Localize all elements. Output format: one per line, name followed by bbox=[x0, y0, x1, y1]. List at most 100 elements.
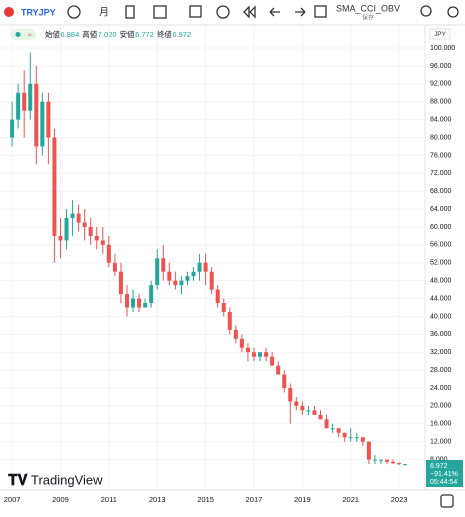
candle-body bbox=[385, 459, 390, 462]
candle-body bbox=[70, 213, 75, 219]
y-tick-label: 100.000 bbox=[430, 45, 455, 52]
candle-body bbox=[106, 244, 111, 263]
x-tick-label: 2013 bbox=[149, 495, 166, 504]
x-tick-label: 2009 bbox=[52, 495, 69, 504]
indicator-name[interactable]: SMA_CCI_OBV bbox=[336, 3, 400, 13]
candle-body bbox=[391, 461, 396, 464]
candle-body bbox=[137, 298, 142, 308]
y-tick-label: 48.000 bbox=[430, 277, 452, 284]
candle-body bbox=[167, 271, 172, 281]
add-button[interactable] bbox=[67, 5, 81, 19]
svg-text:≈: ≈ bbox=[28, 32, 32, 39]
candle-body bbox=[318, 414, 323, 420]
candle-body bbox=[397, 463, 402, 465]
candle-body bbox=[372, 459, 377, 461]
y-tick-label: 80.000 bbox=[430, 134, 452, 141]
alert-button[interactable] bbox=[216, 5, 230, 19]
ohlc-value: 6.884 bbox=[61, 30, 80, 39]
y-tick-label: 76.000 bbox=[430, 152, 452, 159]
y-tick-label: 52.000 bbox=[430, 260, 452, 267]
candle-body bbox=[118, 271, 123, 295]
candle-body bbox=[46, 101, 51, 138]
candle-body bbox=[306, 410, 311, 412]
candle-body bbox=[330, 428, 335, 430]
x-tick-label: 2017 bbox=[246, 495, 263, 504]
ohlc-value: 6.772 bbox=[135, 30, 154, 39]
candle-body bbox=[360, 437, 365, 442]
candle-body bbox=[82, 222, 87, 227]
candle-body bbox=[161, 258, 166, 272]
y-tick-label: 96.000 bbox=[430, 63, 452, 70]
candle-body bbox=[88, 226, 93, 236]
candle-body bbox=[64, 218, 69, 241]
candle-body bbox=[179, 280, 184, 286]
y-tick-label: 32.000 bbox=[430, 349, 452, 356]
y-tick-label: 12.000 bbox=[430, 439, 452, 446]
y-tick-label: 36.000 bbox=[430, 331, 452, 338]
candle-body bbox=[22, 92, 27, 111]
interval[interactable]: 月 bbox=[99, 7, 109, 19]
candle-body bbox=[209, 271, 214, 290]
ohlc-label: 始値 bbox=[45, 29, 60, 39]
y-tick-label: 20.000 bbox=[430, 403, 452, 410]
candle-body bbox=[300, 405, 305, 411]
candle-body bbox=[173, 280, 178, 286]
candle-body bbox=[354, 437, 359, 439]
x-tick-label: 2007 bbox=[4, 495, 21, 504]
undo-button[interactable] bbox=[269, 7, 280, 17]
plot: 8.000 12.000 16.000 20.000 24.000 28.000 32.00… bbox=[0, 25, 455, 504]
indicators-button[interactable] bbox=[153, 5, 167, 19]
replay-button[interactable] bbox=[243, 5, 256, 19]
save-label[interactable]: 保存 bbox=[362, 14, 374, 22]
candle-body bbox=[403, 464, 408, 466]
y-tick-label: 40.000 bbox=[430, 313, 452, 320]
candle-body bbox=[233, 329, 238, 339]
ohlc-value: 6.972 bbox=[172, 30, 191, 39]
candle-body bbox=[312, 410, 317, 415]
candle-body bbox=[131, 298, 136, 308]
search-button[interactable] bbox=[420, 5, 432, 17]
logo: 𝐓𝐕 TradingView bbox=[8, 472, 103, 489]
x-tick-label: 2021 bbox=[342, 495, 359, 504]
legend: ≈ bbox=[10, 29, 36, 40]
candle-body bbox=[155, 258, 160, 286]
currency: JPY bbox=[434, 31, 447, 38]
candle-body bbox=[227, 311, 232, 330]
y-tick-label: 16.000 bbox=[430, 421, 452, 428]
symbol[interactable]: TRYJPY bbox=[21, 7, 56, 17]
price-box: 6.972 −91.41% 05:44:54 bbox=[426, 460, 463, 487]
candle-body bbox=[124, 294, 129, 308]
change: −91.41% bbox=[430, 471, 458, 478]
x-tick-label: 2015 bbox=[197, 495, 214, 504]
square-button[interactable] bbox=[314, 5, 327, 18]
ohlc-label: 高値 bbox=[82, 29, 97, 39]
candle-body bbox=[336, 428, 341, 433]
layout-button[interactable] bbox=[189, 5, 202, 18]
y-tick-label: 60.000 bbox=[430, 224, 452, 231]
y-tick-label: 8.000 bbox=[430, 456, 448, 463]
settings-gear[interactable] bbox=[440, 494, 454, 508]
y-tick-label: 24.000 bbox=[430, 385, 452, 392]
candle-body bbox=[28, 83, 33, 111]
chart-type-button[interactable] bbox=[125, 5, 135, 19]
candle-body bbox=[270, 356, 275, 366]
y-tick-label: 92.000 bbox=[430, 81, 452, 88]
candle-body bbox=[149, 285, 154, 304]
candle-body bbox=[348, 437, 353, 439]
candle-body bbox=[34, 83, 39, 147]
y-tick-label: 64.000 bbox=[430, 206, 452, 213]
x-tick-label: 2011 bbox=[101, 495, 117, 504]
x-tick-label: 2019 bbox=[294, 495, 311, 504]
y-tick-label: 84.000 bbox=[430, 116, 452, 123]
candle-body bbox=[197, 262, 202, 272]
svg-text:𝐓𝐕: 𝐓𝐕 bbox=[8, 472, 29, 489]
redo-button[interactable] bbox=[295, 7, 306, 17]
y-tick-label: 28.000 bbox=[430, 367, 452, 374]
candle-body bbox=[258, 352, 263, 357]
ohlc-value: 7.020 bbox=[98, 30, 117, 39]
candle-body bbox=[52, 137, 57, 236]
settings-button[interactable] bbox=[447, 6, 459, 18]
candle-body bbox=[288, 388, 293, 402]
